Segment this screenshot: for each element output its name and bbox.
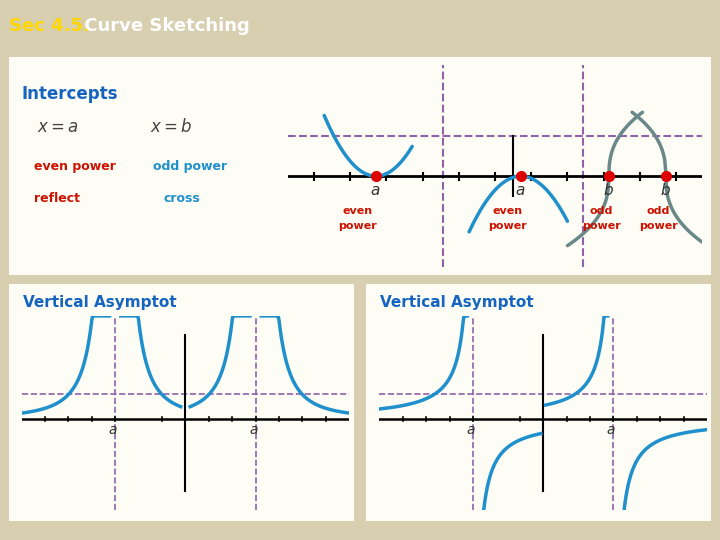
FancyBboxPatch shape: [364, 282, 713, 523]
Text: Intercepts: Intercepts: [22, 85, 119, 103]
Text: even: even: [493, 206, 523, 216]
Text: $a$: $a$: [370, 184, 380, 198]
Text: odd power: odd power: [380, 355, 454, 368]
Text: even power: even power: [34, 159, 116, 173]
Text: $a$: $a$: [108, 423, 118, 437]
Text: Same: Same: [112, 318, 152, 330]
Text: infinity: infinity: [469, 355, 519, 368]
Text: $x = b$: $x = b$: [150, 118, 192, 136]
Text: power: power: [582, 221, 621, 231]
Text: cross: cross: [163, 192, 200, 205]
Text: even: even: [343, 206, 373, 216]
Text: power: power: [489, 221, 527, 231]
Text: infinity: infinity: [112, 355, 162, 368]
Text: $x = a$: $x = a$: [37, 118, 79, 136]
Text: $a$: $a$: [248, 423, 258, 437]
Text: Vertical Asymptot: Vertical Asymptot: [23, 295, 176, 310]
Text: $x = a$: $x = a$: [23, 323, 62, 339]
Text: $a$: $a$: [606, 423, 616, 437]
Text: even power: even power: [23, 355, 105, 368]
Text: odd power: odd power: [153, 159, 228, 173]
Text: $a$: $a$: [466, 423, 476, 437]
Text: $b$: $b$: [660, 183, 670, 198]
Text: reflect: reflect: [34, 192, 80, 205]
Text: power: power: [338, 221, 377, 231]
Text: $b$: $b$: [603, 183, 613, 198]
FancyBboxPatch shape: [4, 55, 716, 277]
Text: power: power: [639, 221, 678, 231]
Text: odd: odd: [590, 206, 613, 216]
FancyBboxPatch shape: [7, 282, 356, 523]
Text: $a$: $a$: [515, 184, 525, 198]
Text: Sec 4.5:: Sec 4.5:: [9, 17, 91, 35]
Text: Vertical Asymptot: Vertical Asymptot: [380, 295, 534, 310]
Text: odd: odd: [647, 206, 670, 216]
Text: Curve Sketching: Curve Sketching: [78, 17, 250, 35]
Text: different: different: [469, 318, 531, 330]
Text: $x = a$: $x = a$: [380, 323, 419, 339]
